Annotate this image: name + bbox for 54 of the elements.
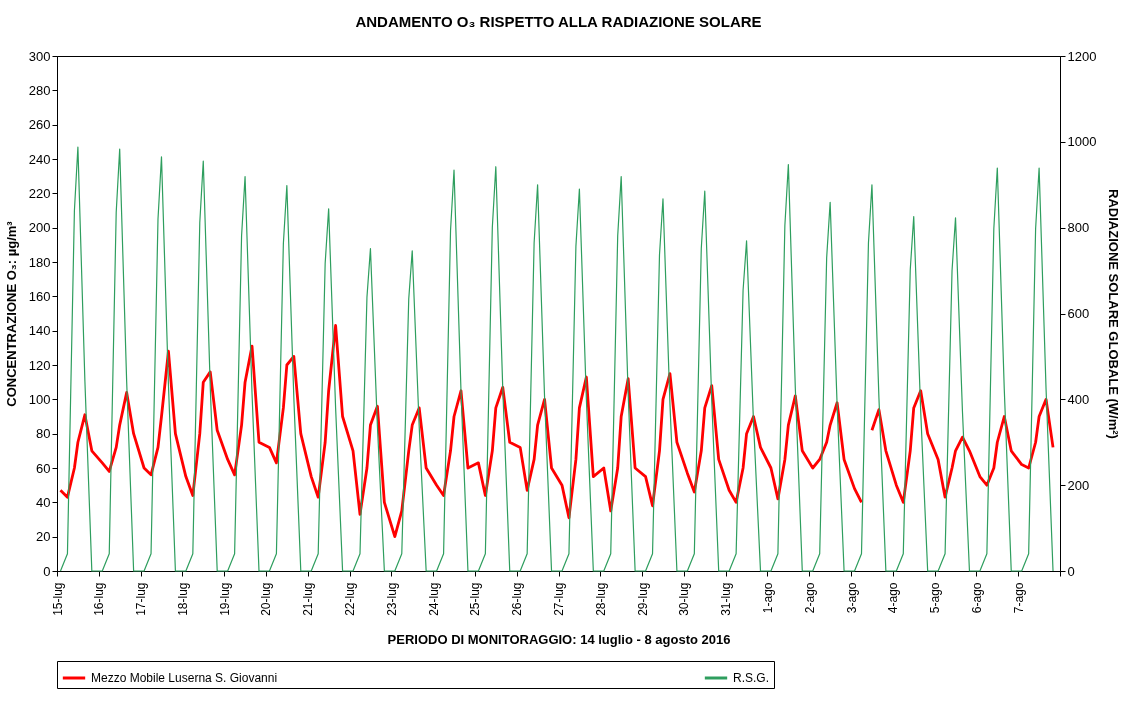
x-tick-label: 24-lug bbox=[426, 582, 441, 616]
y2-tick-label: 1000 bbox=[1067, 134, 1097, 150]
line-series bbox=[59, 146, 1054, 572]
y-tick-label: 300 bbox=[28, 48, 51, 64]
y-tick-label: 0 bbox=[43, 563, 51, 579]
chart-title: ANDAMENTO O₃ RISPETTO ALLA RADIAZIONE SOLARE bbox=[355, 13, 762, 30]
x-tick-label: 25-lug bbox=[468, 582, 483, 616]
y-tick-label: 120 bbox=[28, 357, 51, 373]
y-tick-label: 20 bbox=[36, 529, 51, 545]
y-tick-label: 140 bbox=[28, 323, 51, 339]
x-tick-label: 21-lug bbox=[301, 582, 316, 616]
legend-label: R.S.G. bbox=[733, 671, 770, 685]
x-tick-label: 7-ago bbox=[1011, 582, 1026, 614]
legend-label: Mezzo Mobile Luserna S. Giovanni bbox=[91, 671, 278, 685]
x-tick-label: 4-ago bbox=[886, 582, 901, 614]
x-tick-label: 1-ago bbox=[760, 582, 775, 614]
y-tick-label: 40 bbox=[36, 494, 51, 510]
y2-axis-title: RADIAZIONE SOLARE GLOBALE (W/m²) bbox=[1106, 189, 1122, 439]
y-tick-label: 100 bbox=[28, 391, 51, 407]
y-axis-title: CONCENTRAZIONE O₃: µg/m³ bbox=[3, 220, 19, 407]
x-tick-label: 16-lug bbox=[92, 582, 107, 616]
x-tick-label: 17-lug bbox=[134, 582, 149, 616]
x-tick-label: 29-lug bbox=[635, 582, 650, 616]
y2-tick-label: 1200 bbox=[1067, 48, 1097, 64]
x-tick-label: 18-lug bbox=[175, 582, 190, 616]
y-tick-label: 260 bbox=[28, 117, 51, 133]
x-tick-label: 5-ago bbox=[928, 582, 943, 614]
y-tick-label: 60 bbox=[36, 460, 51, 476]
x-tick-label: 2-ago bbox=[802, 582, 817, 614]
x-tick-label: 26-lug bbox=[510, 582, 525, 616]
y-tick-label: 80 bbox=[36, 426, 51, 442]
x-tick-label: 19-lug bbox=[217, 582, 232, 616]
x-tick-label: 23-lug bbox=[384, 582, 399, 616]
y-tick-label: 180 bbox=[28, 254, 51, 270]
y2-tick-label: 0 bbox=[1067, 563, 1075, 579]
y-tick-label: 220 bbox=[28, 185, 51, 201]
y2-tick-label: 400 bbox=[1067, 391, 1090, 407]
y-tick-label: 160 bbox=[28, 288, 51, 304]
x-axis-title: PERIODO DI MONITORAGGIO: 14 luglio - 8 agosto 2016 bbox=[387, 631, 731, 647]
y-tick-label: 280 bbox=[28, 82, 51, 98]
y-tick-label: 200 bbox=[28, 220, 51, 236]
x-tick-label: 27-lug bbox=[552, 582, 566, 616]
x-tick-label: 20-lug bbox=[259, 582, 274, 616]
x-tick-label: 3-ago bbox=[844, 582, 859, 614]
x-tick-label: 30-lug bbox=[677, 582, 692, 616]
y2-tick-label: 600 bbox=[1067, 306, 1090, 321]
x-tick-label: 28-lug bbox=[593, 582, 608, 616]
x-tick-label: 22-lug bbox=[343, 582, 358, 616]
y-tick-label: 240 bbox=[28, 151, 51, 167]
x-tick-label: 31-lug bbox=[719, 582, 734, 616]
x-tick-label: 15-lug bbox=[50, 582, 65, 616]
y2-tick-label: 800 bbox=[1067, 220, 1090, 236]
y2-tick-label: 200 bbox=[1067, 477, 1090, 493]
x-tick-label: 6-ago bbox=[969, 582, 984, 614]
